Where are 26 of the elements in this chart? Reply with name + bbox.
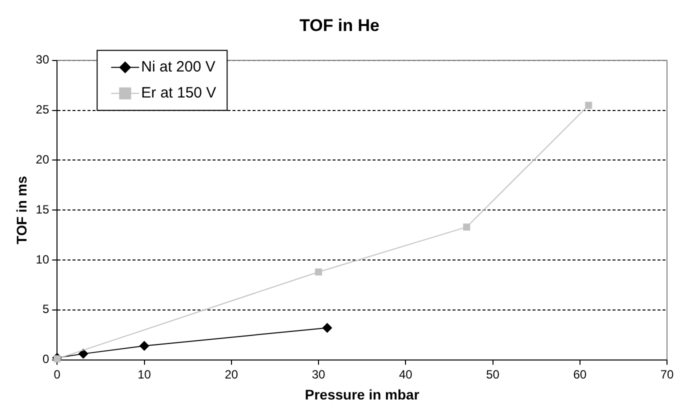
x-tick-label: 60 xyxy=(573,367,587,382)
x-tick-label: 70 xyxy=(660,367,674,382)
x-axis-title: Pressure in mbar xyxy=(304,386,420,402)
x-tick-label: 10 xyxy=(138,367,152,382)
y-tick-label: 30 xyxy=(36,52,50,67)
chart-title: TOF in He xyxy=(300,16,380,35)
point xyxy=(463,224,470,231)
y-axis-title: TOF in ms xyxy=(13,176,30,244)
point xyxy=(322,322,332,333)
x-tick-label: 0 xyxy=(54,367,61,382)
y-tick-label: 20 xyxy=(36,152,50,167)
point xyxy=(78,348,88,359)
y-tick-label: 25 xyxy=(36,102,50,117)
x-tick-label: 30 xyxy=(312,367,326,382)
y-tick-label: 0 xyxy=(42,352,50,366)
y-tick-label: 10 xyxy=(36,252,50,266)
point xyxy=(585,102,592,109)
y-tick-label: 5 xyxy=(42,302,50,316)
legend-label: Ni at 200 V xyxy=(141,58,216,76)
point xyxy=(139,340,150,351)
y-tick-label: 15 xyxy=(36,202,50,216)
x-tick-label: 40 xyxy=(398,367,413,382)
point xyxy=(314,268,322,276)
x-tick-label: 50 xyxy=(486,367,500,382)
legend-label: Er at 150 V xyxy=(141,84,216,102)
x-tick-label: 20 xyxy=(224,367,238,382)
